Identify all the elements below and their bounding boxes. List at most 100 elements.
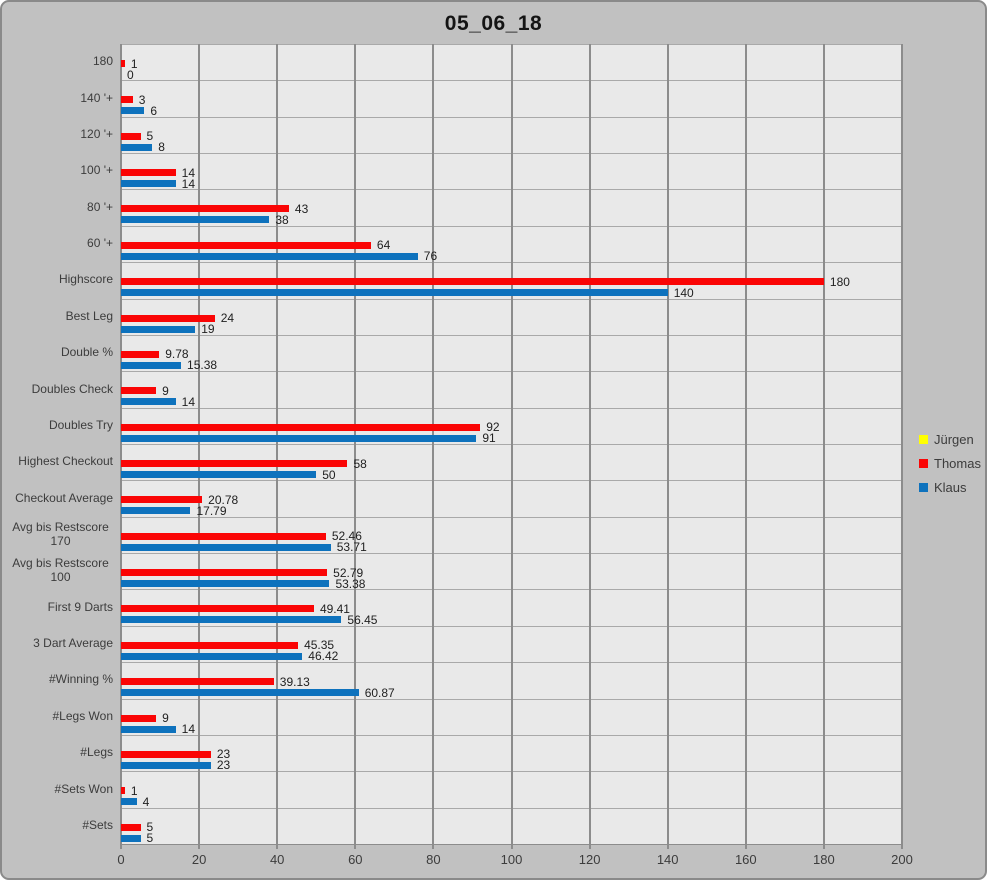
bar-thomas[interactable] bbox=[121, 387, 157, 395]
bar-value-label: 76 bbox=[423, 249, 438, 264]
axis-tick bbox=[588, 844, 591, 849]
legend-swatch-juergen bbox=[919, 434, 928, 444]
bar-thomas[interactable] bbox=[121, 460, 348, 467]
category-label: Doubles Check bbox=[31, 381, 113, 396]
bar-value-label: 52.46 bbox=[331, 529, 362, 544]
bar-value-label: 14 bbox=[181, 176, 196, 191]
bar-thomas[interactable] bbox=[121, 423, 481, 431]
category-label: Avg bis Restscore 100 bbox=[12, 556, 109, 585]
bar-klaus[interactable] bbox=[121, 798, 137, 806]
x-axis-tick-label: 60 bbox=[348, 852, 363, 867]
category-label: #Legs bbox=[80, 745, 113, 760]
bar-klaus[interactable] bbox=[121, 725, 176, 733]
legend-swatch-klaus bbox=[919, 482, 928, 492]
bar-klaus[interactable] bbox=[121, 107, 145, 115]
bar-thomas[interactable] bbox=[121, 278, 824, 286]
bar-klaus[interactable] bbox=[121, 289, 668, 297]
bar-klaus[interactable] bbox=[121, 434, 477, 442]
legend-label: Thomas bbox=[934, 455, 981, 471]
legend-label: Jürgen bbox=[934, 431, 974, 447]
category-label: First 9 Darts bbox=[47, 599, 113, 614]
bar-thomas[interactable] bbox=[121, 569, 328, 577]
axis-tick bbox=[276, 844, 279, 849]
category-label: Avg bis Restscore 170 bbox=[12, 520, 109, 548]
bar-thomas[interactable] bbox=[121, 532, 326, 540]
bar-thomas[interactable] bbox=[121, 496, 203, 504]
category-label: Best Leg bbox=[65, 308, 113, 323]
category-label: Doubles Try bbox=[48, 417, 113, 432]
bar-klaus[interactable] bbox=[121, 398, 176, 406]
bar-thomas[interactable] bbox=[121, 132, 141, 140]
bar-value-label: 5 bbox=[146, 820, 154, 835]
bar-value-label: 39.13 bbox=[279, 674, 310, 689]
bar-value-label: 9.78 bbox=[165, 347, 189, 362]
bar-klaus[interactable] bbox=[121, 543, 331, 551]
bar-value-label: 50 bbox=[322, 467, 336, 482]
legend-item-thomas[interactable]: Thomas bbox=[919, 451, 981, 475]
bar-thomas[interactable] bbox=[121, 96, 133, 104]
legend-item-juergen[interactable]: Jürgen bbox=[919, 427, 981, 451]
category-label: #Legs Won bbox=[52, 708, 114, 723]
bar-value-label: 14 bbox=[181, 722, 196, 737]
bar-thomas[interactable] bbox=[121, 314, 215, 322]
bar-klaus[interactable] bbox=[121, 507, 191, 515]
x-axis-tick-label: 0 bbox=[117, 852, 125, 867]
category-label: Highest Checkout bbox=[18, 454, 113, 469]
bar-klaus[interactable] bbox=[121, 761, 211, 769]
bar-value-label: 46.42 bbox=[308, 649, 339, 664]
bar-value-label: 1 bbox=[130, 56, 138, 71]
bar-value-label: 92 bbox=[486, 420, 500, 435]
bar-value-label: 14 bbox=[181, 165, 196, 180]
bar-klaus[interactable] bbox=[121, 325, 196, 333]
bar-klaus[interactable] bbox=[121, 580, 330, 588]
bar-thomas[interactable] bbox=[121, 605, 314, 613]
bar-value-label: 64 bbox=[376, 238, 391, 253]
x-axis-tick-label: 140 bbox=[656, 852, 679, 867]
bar-value-label: 9 bbox=[162, 711, 169, 726]
bar-thomas[interactable] bbox=[121, 787, 125, 795]
value-gridline bbox=[276, 44, 279, 844]
bar-thomas[interactable] bbox=[121, 641, 299, 649]
bar-value-label: 17.79 bbox=[196, 503, 227, 518]
bar-klaus[interactable] bbox=[121, 180, 176, 188]
bar-klaus[interactable] bbox=[121, 252, 418, 260]
bar-value-label: 53.71 bbox=[336, 540, 367, 555]
bar-value-label: 23 bbox=[216, 747, 231, 762]
bar-value-label: 45.35 bbox=[304, 638, 335, 653]
category-label: 120 '+ bbox=[80, 127, 113, 141]
bar-thomas[interactable] bbox=[121, 241, 371, 249]
bar-klaus[interactable] bbox=[121, 471, 317, 478]
axis-tick bbox=[901, 844, 903, 849]
value-gridline bbox=[120, 44, 122, 844]
legend-label: Klaus bbox=[934, 479, 967, 495]
bar-value-label: 38 bbox=[275, 212, 289, 227]
bar-thomas[interactable] bbox=[121, 169, 176, 177]
axis-tick bbox=[198, 844, 201, 849]
bar-value-label: 56.45 bbox=[347, 612, 378, 627]
bar-thomas[interactable] bbox=[121, 714, 157, 722]
bar-thomas[interactable] bbox=[121, 750, 211, 758]
bar-klaus[interactable] bbox=[121, 689, 359, 697]
value-gridline bbox=[588, 44, 591, 844]
category-label: Highscore bbox=[58, 272, 113, 287]
x-axis-tick-label: 100 bbox=[500, 852, 523, 867]
bar-klaus[interactable] bbox=[121, 361, 182, 369]
legend-item-klaus[interactable]: Klaus bbox=[919, 475, 981, 499]
bar-thomas[interactable] bbox=[121, 678, 274, 686]
bar-klaus[interactable] bbox=[121, 143, 153, 151]
bar-klaus[interactable] bbox=[121, 216, 270, 224]
bar-klaus[interactable] bbox=[121, 652, 303, 660]
axis-tick bbox=[432, 844, 435, 849]
bar-value-label: 15.38 bbox=[187, 358, 218, 373]
bar-value-label: 140 bbox=[673, 285, 694, 300]
bar-thomas[interactable] bbox=[121, 205, 289, 213]
bar-thomas[interactable] bbox=[121, 823, 141, 831]
bar-klaus[interactable] bbox=[121, 616, 342, 624]
category-label: #Sets bbox=[82, 817, 113, 832]
bar-klaus[interactable] bbox=[121, 834, 141, 842]
category-label: 180 bbox=[92, 54, 113, 69]
bar-thomas[interactable] bbox=[121, 350, 160, 358]
bar-value-label: 91 bbox=[482, 431, 496, 446]
bar-thomas[interactable] bbox=[121, 60, 125, 67]
x-axis-tick-label: 200 bbox=[891, 852, 913, 867]
